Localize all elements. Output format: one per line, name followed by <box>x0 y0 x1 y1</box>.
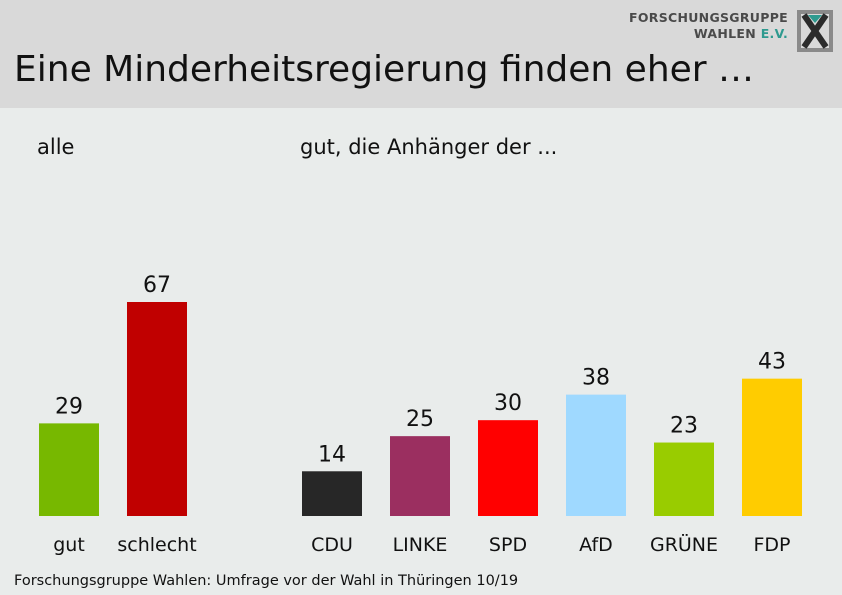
bar-cdu <box>302 471 362 516</box>
bar-chart: 29 gut 67 schlecht 14 CDU 25 LINKE 30 SPD 38 AfD 23 G… <box>39 273 802 556</box>
category-label-fdp: FDP <box>753 534 790 556</box>
header-bar: FORSCHUNGSGRUPPE WAHLEN E.V. Eine Minder… <box>0 0 842 108</box>
source-note: Forschungsgruppe Wahlen: Umfrage vor der… <box>14 573 519 589</box>
category-label-spd: SPD <box>489 534 527 556</box>
value-label-linke: 25 <box>406 407 434 432</box>
logo-text: FORSCHUNGSGRUPPE WAHLEN E.V. <box>629 10 788 42</box>
value-label-spd: 30 <box>494 391 522 416</box>
value-label-schlecht: 67 <box>143 273 171 298</box>
value-label-cdu: 14 <box>318 442 346 467</box>
bar-linke <box>390 436 450 516</box>
bar-gr-ne <box>654 442 714 516</box>
category-label-schlecht: schlecht <box>117 534 196 556</box>
category-label-gr-ne: GRÜNE <box>650 533 718 556</box>
panel-label-supporters: gut, die Anhänger der ... <box>300 135 558 159</box>
logo-line2: WAHLEN E.V. <box>629 26 788 42</box>
bar-schlecht <box>127 302 187 516</box>
category-label-afd: AfD <box>579 534 613 556</box>
value-label-gr-ne: 23 <box>670 414 698 439</box>
value-label-afd: 38 <box>582 366 610 391</box>
category-label-cdu: CDU <box>311 534 353 556</box>
bar-gut <box>39 423 99 516</box>
value-label-fdp: 43 <box>758 350 786 375</box>
panel-label-all: alle <box>37 135 75 159</box>
category-label-linke: LINKE <box>393 534 448 556</box>
logo-line1: FORSCHUNGSGRUPPE <box>629 10 788 25</box>
bar-spd <box>478 420 538 516</box>
value-label-gut: 29 <box>55 394 83 419</box>
bar-afd <box>566 394 626 516</box>
category-label-gut: gut <box>53 534 85 556</box>
logo-x-icon <box>797 10 833 52</box>
logo-ev: E.V. <box>760 26 788 41</box>
bar-fdp <box>742 378 802 516</box>
logo-line2-text: WAHLEN <box>693 26 757 41</box>
page-title: Eine Minderheitsregierung finden eher … <box>14 49 755 90</box>
